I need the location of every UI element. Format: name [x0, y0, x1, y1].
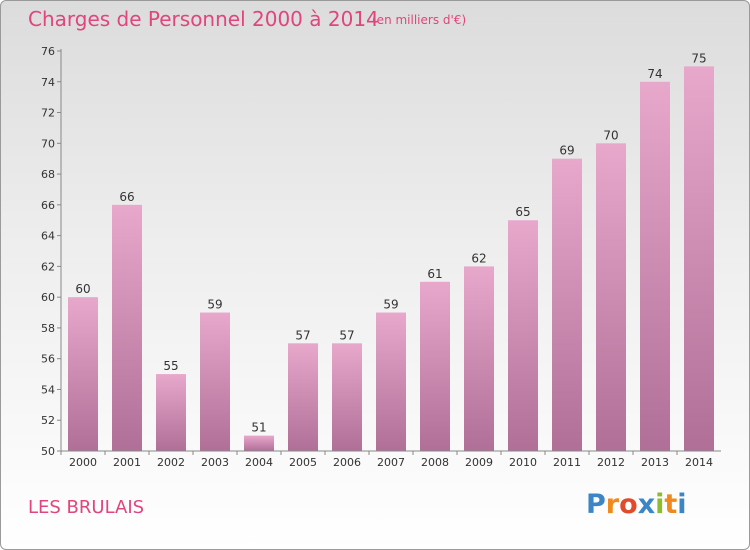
bar-2006: [332, 343, 362, 451]
bar-2007: [376, 312, 406, 451]
data-label: 61: [427, 267, 442, 281]
y-tick-label: 58: [41, 322, 55, 335]
logo-letter: r: [605, 489, 620, 520]
bar-2001: [112, 204, 142, 451]
logo-letter: t: [664, 489, 678, 520]
data-label: 69: [559, 144, 574, 158]
logo-letter: x: [637, 489, 656, 520]
y-tick-label: 54: [41, 383, 55, 396]
y-tick-label: 68: [41, 168, 55, 181]
x-tick-label: 2005: [289, 456, 317, 469]
logo-letter: o: [619, 489, 638, 520]
y-tick-label: 60: [41, 291, 55, 304]
data-label: 65: [515, 205, 530, 219]
data-label: 75: [691, 51, 706, 65]
x-tick-label: 2003: [201, 456, 229, 469]
x-tick-label: 2001: [113, 456, 141, 469]
bar-2003: [200, 312, 230, 451]
y-tick-label: 62: [41, 260, 55, 273]
x-tick-label: 2010: [509, 456, 537, 469]
chart-subtitle: (en milliers d'€): [372, 13, 467, 27]
x-tick-label: 2007: [377, 456, 405, 469]
data-label: 51: [251, 421, 266, 435]
chart-title: Charges de Personnel 2000 à 2014: [28, 7, 379, 31]
y-tick-label: 56: [41, 353, 55, 366]
x-tick-label: 2004: [245, 456, 273, 469]
data-label: 60: [75, 282, 90, 296]
data-label: 55: [163, 359, 178, 373]
y-tick-label: 74: [41, 76, 55, 89]
x-tick-label: 2013: [641, 456, 669, 469]
data-label: 74: [647, 67, 662, 81]
proxiti-logo: Proxiti: [586, 489, 687, 520]
bar-2014: [684, 66, 714, 451]
logo-letter: i: [677, 489, 687, 520]
logo-letter: i: [655, 489, 665, 520]
x-tick-label: 2006: [333, 456, 361, 469]
bar-2004: [244, 435, 274, 451]
bar-2010: [508, 220, 538, 451]
y-tick-label: 50: [41, 445, 55, 458]
y-tick-label: 64: [41, 230, 55, 243]
data-label: 57: [339, 328, 354, 342]
data-label: 59: [383, 298, 398, 312]
bar-2002: [156, 374, 186, 451]
bar-2008: [420, 281, 450, 451]
data-label: 57: [295, 328, 310, 342]
bar-2005: [288, 343, 318, 451]
commune-name: LES BRULAIS: [28, 497, 145, 518]
y-tick-label: 70: [41, 137, 55, 150]
bar-2011: [552, 158, 582, 451]
data-label: 59: [207, 298, 222, 312]
x-tick-label: 2009: [465, 456, 493, 469]
y-tick-label: 76: [41, 45, 55, 58]
bar-2013: [640, 81, 670, 452]
data-label: 66: [119, 190, 134, 204]
bar-2009: [464, 266, 494, 451]
y-tick-label: 52: [41, 414, 55, 427]
x-tick-label: 2000: [69, 456, 97, 469]
bar-2000: [68, 297, 98, 451]
y-tick-label: 72: [41, 107, 55, 120]
y-tick-label: 66: [41, 199, 55, 212]
x-tick-label: 2002: [157, 456, 185, 469]
x-tick-label: 2012: [597, 456, 625, 469]
x-tick-label: 2008: [421, 456, 449, 469]
data-label: 62: [471, 251, 486, 265]
x-tick-label: 2014: [685, 456, 713, 469]
x-tick-label: 2011: [553, 456, 581, 469]
data-label: 70: [603, 128, 618, 142]
bar-2012: [596, 143, 626, 452]
logo-letter: P: [586, 489, 606, 520]
